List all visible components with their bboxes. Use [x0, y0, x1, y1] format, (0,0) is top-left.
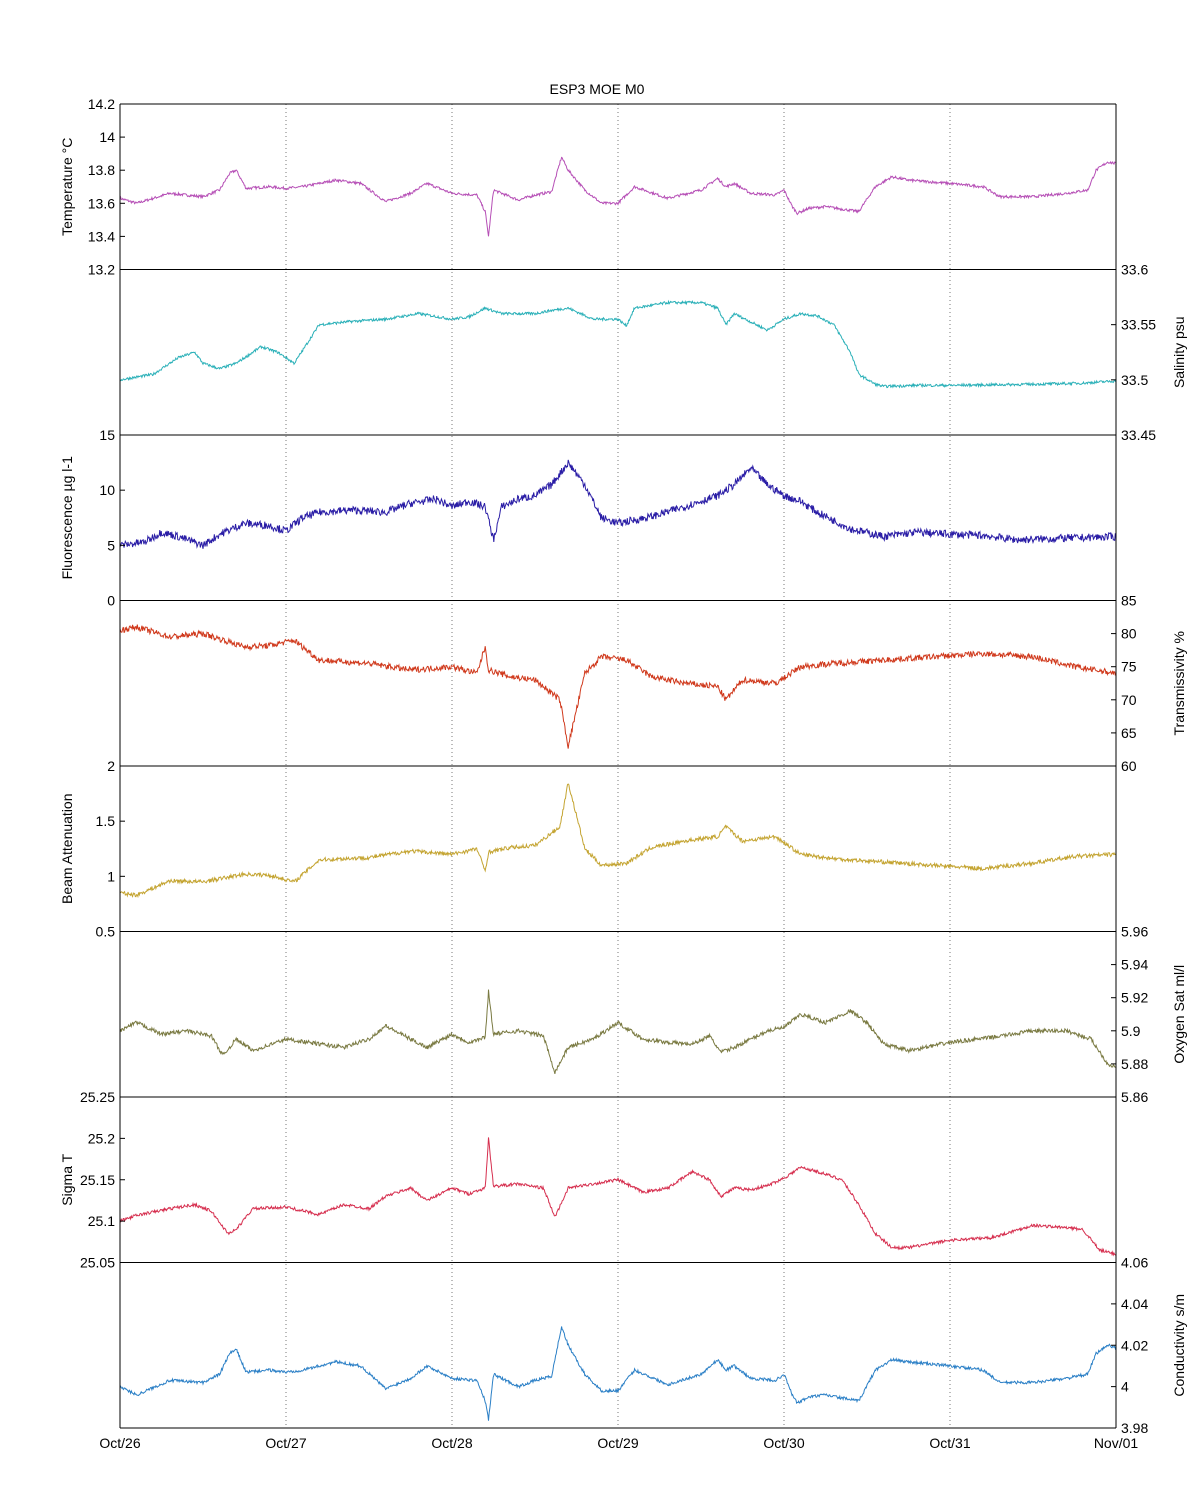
y-tick-label: 14: [99, 129, 115, 145]
x-tick-label: Oct/29: [597, 1435, 638, 1451]
y-tick-label: 5.96: [1121, 924, 1148, 940]
y-tick-label: 5.86: [1121, 1089, 1148, 1105]
series-line-salinity: [119, 299, 1117, 389]
y-tick-label: 5.94: [1121, 957, 1148, 973]
label-layer: Oct/26 Oct/27 Oct/28 Oct/29 Oct/30 Oct/31 Nov/…: [59, 96, 1187, 1451]
y-tick-label: 0.5: [96, 924, 116, 940]
y-tick-label: 60: [1121, 758, 1137, 774]
y-tick-label: 2: [107, 758, 115, 774]
y-tick-label: 65: [1121, 725, 1137, 741]
y-tick-label: 75: [1121, 659, 1137, 675]
x-tick-label: Oct/28: [431, 1435, 472, 1451]
x-tick-label: Oct/30: [763, 1435, 804, 1451]
y-axis-label: Temperature °C: [59, 138, 75, 236]
y-tick-label: 70: [1121, 692, 1137, 708]
series-line-fluorescence: [119, 459, 1117, 549]
y-tick-label: 15: [99, 427, 115, 443]
y-tick-label: 13.4: [88, 228, 115, 244]
y-axis-label: Salinity psu: [1171, 316, 1187, 388]
y-tick-label: 13.2: [88, 262, 115, 278]
y-tick-label: 25.15: [80, 1172, 115, 1188]
series-line-conductivity: [119, 1326, 1117, 1421]
y-tick-label: 5: [107, 537, 115, 553]
y-tick-label: 33.55: [1121, 317, 1156, 333]
chart-title: ESP3 MOE M0: [550, 81, 645, 97]
x-tick-label: Nov/01: [1094, 1435, 1139, 1451]
y-tick-label: 5.9: [1121, 1023, 1141, 1039]
y-axis-label: Transmissivity %: [1171, 631, 1187, 736]
y-axis-label: Conductivity s/m: [1171, 1294, 1187, 1397]
y-tick-label: 25.2: [88, 1130, 115, 1146]
grid-layer: [285, 104, 951, 1428]
y-axis-label: Sigma T: [59, 1153, 75, 1205]
y-tick-label: 80: [1121, 626, 1137, 642]
y-tick-label: 4: [1121, 1379, 1129, 1395]
y-tick-label: 1.5: [96, 813, 116, 829]
y-tick-label: 4.04: [1121, 1296, 1148, 1312]
y-tick-label: 25.05: [80, 1255, 115, 1271]
y-tick-label: 33.45: [1121, 427, 1156, 443]
y-tick-label: 85: [1121, 593, 1137, 609]
y-tick-label: 10: [99, 482, 115, 498]
series-line-temperature: [119, 156, 1117, 237]
series-line-beam_attenuation: [119, 783, 1117, 899]
y-axis-label: Fluorescence µg l-1: [59, 456, 75, 579]
y-tick-label: 0: [107, 593, 115, 609]
y-tick-label: 25.1: [88, 1213, 115, 1229]
y-tick-label: 3.98: [1121, 1420, 1148, 1436]
series-line-transmissivity: [119, 624, 1117, 749]
y-tick-label: 33.6: [1121, 262, 1148, 278]
y-tick-label: 14.2: [88, 96, 115, 112]
y-tick-label: 4.02: [1121, 1337, 1148, 1353]
y-tick-label: 5.92: [1121, 990, 1148, 1006]
x-tick-label: Oct/26: [99, 1435, 140, 1451]
y-axis-label: Beam Attenuation: [59, 793, 75, 904]
x-tick-label: Oct/27: [265, 1435, 306, 1451]
y-tick-label: 5.88: [1121, 1056, 1148, 1072]
y-tick-label: 33.5: [1121, 372, 1148, 388]
series-line-oxygen_sat: [119, 989, 1117, 1075]
y-axis-label: Oxygen Sat ml/l: [1171, 965, 1187, 1064]
y-tick-label: 4.06: [1121, 1255, 1148, 1271]
x-tick-label: Oct/31: [929, 1435, 970, 1451]
y-tick-label: 13.6: [88, 195, 115, 211]
series-layer: [119, 156, 1117, 1421]
y-tick-label: 1: [107, 868, 115, 884]
y-tick-label: 25.25: [80, 1089, 115, 1105]
series-line-sigma_t: [119, 1137, 1117, 1257]
frame-layer: [119, 103, 1117, 1429]
y-tick-label: 13.8: [88, 162, 115, 178]
